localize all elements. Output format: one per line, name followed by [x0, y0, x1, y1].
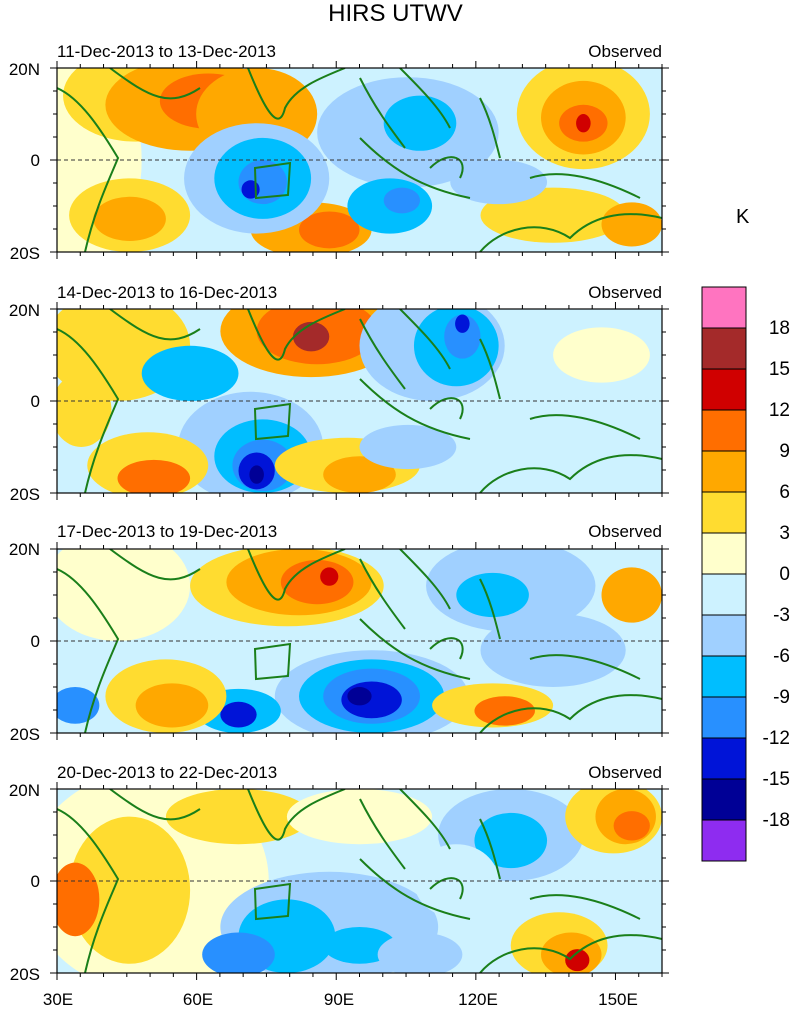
anomaly-contour	[576, 114, 591, 132]
lon-label-30e: 30E	[28, 990, 88, 1010]
colorbar-label: -15	[752, 769, 790, 791]
panel-1-label: Observed	[540, 42, 662, 62]
anomaly-contour	[384, 96, 457, 151]
anomaly-contour	[51, 863, 99, 937]
panel-4-date: 20-Dec-2013 to 22-Dec-2013	[57, 763, 277, 783]
lat-label-20n: 20N	[0, 781, 40, 801]
panel-2-date: 14-Dec-2013 to 16-Dec-2013	[57, 283, 277, 303]
panel-1-date: 11-Dec-2013 to 13-Dec-2013	[57, 42, 276, 62]
lat-label-20n: 20N	[0, 60, 40, 80]
colorbar-label: -3	[752, 605, 790, 627]
lat-label-20s: 20S	[0, 244, 40, 264]
colorbar-unit: K	[736, 206, 749, 229]
lat-label-0: 0	[0, 151, 40, 171]
colorbar-label: -6	[752, 646, 790, 668]
lon-label-90e: 90E	[309, 990, 369, 1010]
colorbar-label: 18	[752, 318, 790, 340]
anomaly-contour	[347, 687, 371, 705]
anomaly-contour	[553, 327, 650, 382]
panel-3-date: 17-Dec-2013 to 19-Dec-2013	[57, 522, 277, 542]
lat-label-20n: 20N	[0, 540, 40, 560]
panel-4-label: Observed	[540, 763, 662, 783]
map-panel-3	[45, 531, 669, 743]
anomaly-contour	[136, 683, 209, 727]
anomaly-contour	[602, 202, 663, 246]
colorbar-label: -12	[752, 728, 790, 750]
lat-label-20s: 20S	[0, 965, 40, 985]
map-panel-2	[45, 285, 669, 502]
anomaly-contour	[242, 180, 260, 198]
anomaly-contour	[455, 315, 470, 333]
lat-label-0: 0	[0, 872, 40, 892]
anomaly-contour	[142, 346, 239, 401]
colorbar-label: -18	[752, 810, 790, 832]
colorbar-label: 9	[752, 441, 790, 463]
lat-label-20n: 20N	[0, 301, 40, 321]
anomaly-contour	[384, 188, 420, 214]
anomaly-contour	[118, 460, 191, 497]
colorbar-label: 3	[752, 523, 790, 545]
anomaly-contour	[474, 696, 535, 725]
anomaly-contour	[202, 933, 275, 977]
panel-2-label: Observed	[540, 283, 662, 303]
colorbar-label: 15	[752, 359, 790, 381]
map-panel-4	[27, 771, 669, 992]
map-panel-1	[0, 50, 669, 271]
lon-label-60e: 60E	[168, 990, 228, 1010]
lat-label-0: 0	[0, 392, 40, 412]
anomaly-contour	[602, 567, 663, 622]
anomaly-contour	[320, 567, 338, 585]
map-canvas	[0, 0, 791, 1013]
lon-label-120e: 120E	[448, 990, 508, 1010]
lon-label-150e: 150E	[588, 990, 648, 1010]
anomaly-contour	[220, 702, 256, 728]
anomaly-contour	[249, 465, 264, 483]
colorbar-label: 6	[752, 482, 790, 504]
lat-label-20s: 20S	[0, 485, 40, 505]
anomaly-contour	[45, 531, 190, 641]
anomaly-contour	[293, 322, 329, 351]
panel-3-label: Observed	[540, 522, 662, 542]
lat-label-0: 0	[0, 632, 40, 652]
lat-label-20s: 20S	[0, 725, 40, 745]
anomaly-contour	[93, 197, 166, 241]
anomaly-contour	[480, 613, 625, 687]
anomaly-contour	[281, 560, 354, 604]
anomaly-contour	[378, 933, 463, 977]
anomaly-contour	[287, 789, 432, 844]
colorbar-label: 0	[752, 564, 790, 586]
anomaly-contour	[614, 811, 650, 840]
colorbar-label: 12	[752, 400, 790, 422]
colorbar-label: -9	[752, 687, 790, 709]
